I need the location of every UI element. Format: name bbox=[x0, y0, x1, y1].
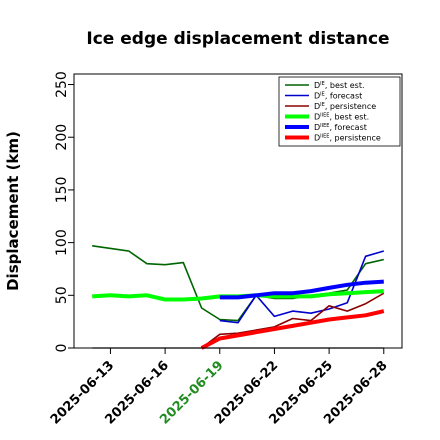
legend-entry: DIE, persistence bbox=[314, 102, 376, 111]
y-tick-label: 200 bbox=[54, 124, 70, 151]
chart-title: Ice edge displacement distance bbox=[86, 29, 389, 49]
legend-entry: DIIEE, forecast bbox=[314, 123, 367, 132]
y-tick-label: 0 bbox=[54, 344, 70, 353]
series-line-3 bbox=[201, 292, 385, 349]
legend-entry: DIIEE, persistence bbox=[314, 134, 381, 143]
series-line-5 bbox=[219, 279, 384, 300]
y-axis-label: Displacement (km) bbox=[4, 131, 22, 291]
y-tick-label: 250 bbox=[54, 71, 70, 98]
y-tick-label: 100 bbox=[54, 229, 70, 256]
legend-entry: DIE, best est. bbox=[314, 81, 365, 90]
series-line-6 bbox=[200, 309, 385, 350]
legend-entry: DIIEE, best est. bbox=[314, 113, 369, 122]
y-tick-label: 150 bbox=[54, 177, 70, 204]
legend-entry: DIE, forecast bbox=[314, 92, 362, 101]
legend-box bbox=[278, 76, 401, 147]
y-tick-label: 50 bbox=[54, 286, 70, 304]
plot-frame bbox=[73, 73, 403, 349]
plot-area bbox=[92, 245, 385, 350]
series-line-2 bbox=[219, 250, 385, 324]
